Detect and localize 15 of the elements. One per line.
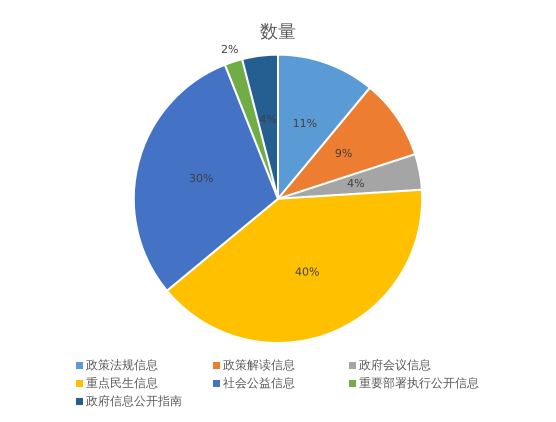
legend-label: 政策解读信息 (223, 357, 295, 373)
data-label: 9% (334, 147, 352, 160)
data-label: 30% (188, 172, 214, 185)
legend-label: 社会公益信息 (223, 375, 295, 391)
data-label: 4% (259, 112, 277, 126)
legend-label: 重要部署执行公开信息 (359, 375, 479, 391)
legend-label: 重点民生信息 (86, 375, 158, 391)
data-label: 2% (221, 43, 238, 56)
legend-label: 政策法规信息 (86, 357, 158, 373)
data-label: 4% (347, 176, 365, 190)
data-label: 40% (294, 265, 320, 278)
legend-label: 政府会议信息 (359, 357, 431, 373)
chart-title: 数量 (260, 21, 296, 42)
legend-label: 政府信息公开指南 (86, 393, 182, 409)
data-label: 11% (292, 117, 318, 130)
